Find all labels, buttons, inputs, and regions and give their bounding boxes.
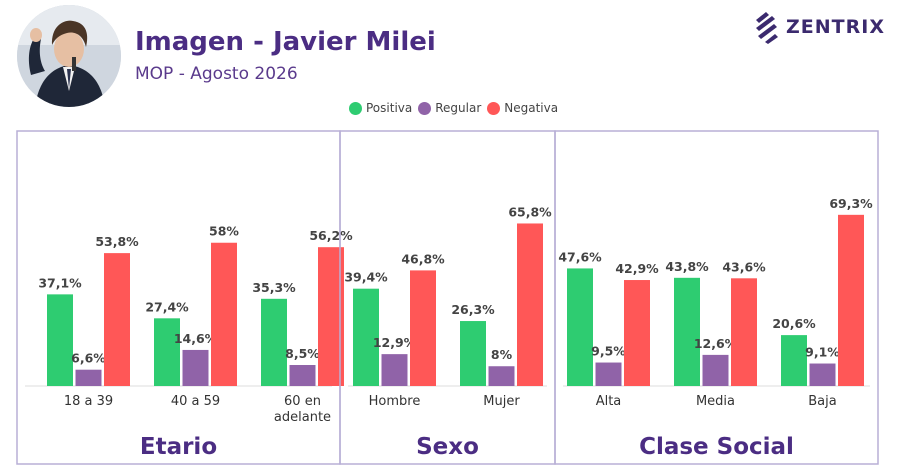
legend-item-regular: Regular	[418, 101, 481, 115]
bar-clase-social-0-regular	[595, 362, 622, 386]
data-label-etario-1-positiva: 27,4%	[145, 299, 189, 314]
data-label-clase-social-2-positiva: 20,6%	[772, 316, 816, 331]
data-label-sexo-1-negativa: 65,8%	[508, 204, 552, 219]
page-title: Imagen - Javier Milei	[135, 27, 436, 57]
bar-etario-1-regular	[182, 349, 209, 386]
brand-logo: ZENTRIX	[752, 10, 892, 44]
bar-etario-2-regular	[289, 365, 316, 386]
tick-label-etario-0: 18 a 39	[64, 394, 113, 409]
bar-clase-social-2-positiva	[781, 335, 807, 386]
bar-etario-2-positiva	[261, 298, 287, 386]
panel-title-etario: Etario	[140, 434, 217, 460]
data-label-etario-1-negativa: 58%	[209, 224, 239, 239]
legend-label-regular: Regular	[435, 101, 482, 115]
page-subtitle: MOP - Agosto 2026	[135, 64, 298, 84]
bar-etario-1-negativa	[211, 242, 237, 386]
data-label-clase-social-0-negativa: 42,9%	[615, 261, 659, 276]
data-label-etario-0-regular: 6,6%	[71, 351, 106, 366]
bar-clase-social-0-negativa	[624, 280, 650, 386]
legend-item-negativa: Negativa	[487, 101, 558, 115]
person-photo	[17, 5, 121, 107]
brand-name: ZENTRIX	[786, 16, 885, 38]
bar-sexo-1-negativa	[517, 223, 543, 386]
data-label-sexo-0-negativa: 46,8%	[401, 251, 445, 266]
data-label-sexo-1-regular: 8%	[491, 347, 513, 362]
legend-label-positiva: Positiva	[366, 101, 413, 115]
tick-label-etario-1: 40 a 59	[171, 394, 220, 409]
tick-label-sexo-0: Hombre	[369, 394, 421, 409]
data-label-sexo-0-regular: 12,9%	[373, 335, 417, 350]
legend-label-negativa: Negativa	[504, 101, 559, 115]
bar-clase-social-0-positiva	[567, 268, 593, 386]
data-label-clase-social-1-negativa: 43,6%	[722, 259, 766, 274]
bar-etario-0-positiva	[47, 294, 73, 386]
chart-legend: Positiva Regular Negativa	[349, 98, 564, 118]
panel-frame-clase-social	[554, 130, 879, 465]
bar-clase-social-1-negativa	[731, 278, 757, 386]
tick-label-sexo-1: Mujer	[483, 394, 520, 409]
bar-etario-1-positiva	[154, 318, 180, 386]
bar-clase-social-2-negativa	[838, 214, 864, 386]
tick-label-etario-2: 60 en adelante	[274, 394, 331, 425]
bar-sexo-0-regular	[381, 354, 408, 386]
data-label-etario-2-regular: 8,5%	[285, 346, 320, 361]
bar-sexo-1-positiva	[460, 321, 486, 386]
bar-etario-0-negativa	[104, 253, 130, 386]
data-label-clase-social-1-regular: 12,6%	[694, 336, 738, 351]
bar-sexo-0-negativa	[410, 270, 436, 386]
tick-label-clase-social-0: Alta	[596, 394, 622, 409]
bar-sexo-1-regular	[488, 366, 515, 386]
data-label-clase-social-1-positiva: 43,8%	[665, 259, 709, 274]
data-label-etario-2-positiva: 35,3%	[252, 280, 296, 295]
bar-sexo-0-positiva	[353, 288, 379, 386]
zentrix-logo-icon	[756, 12, 778, 44]
data-label-etario-2-negativa: 56,2%	[309, 228, 353, 243]
legend-item-positiva: Positiva	[349, 101, 412, 115]
legend-swatch-regular	[418, 101, 432, 115]
bar-clase-social-2-regular	[809, 363, 836, 386]
data-label-etario-0-positiva: 37,1%	[38, 275, 82, 290]
legend-swatch-positiva	[349, 101, 362, 115]
data-label-clase-social-0-positiva: 47,6%	[558, 249, 602, 264]
tick-label-clase-social-1: Media	[696, 394, 735, 409]
bar-clase-social-1-regular	[702, 354, 729, 386]
data-label-clase-social-2-regular: 9,1%	[805, 345, 840, 360]
data-label-sexo-0-positiva: 39,4%	[344, 270, 388, 285]
data-label-etario-1-regular: 14,6%	[174, 331, 218, 346]
legend-swatch-negativa	[487, 101, 501, 115]
data-label-sexo-1-positiva: 26,3%	[451, 302, 495, 317]
panel-title-sexo: Sexo	[416, 434, 479, 460]
bar-clase-social-1-positiva	[674, 277, 700, 386]
data-label-clase-social-2-negativa: 69,3%	[829, 196, 873, 211]
data-label-clase-social-0-regular: 9,5%	[591, 344, 626, 359]
tick-label-clase-social-2: Baja	[808, 394, 836, 409]
data-label-etario-0-negativa: 53,8%	[95, 234, 139, 249]
bar-etario-0-regular	[75, 369, 102, 386]
panel-title-clase-social: Clase Social	[639, 434, 794, 460]
